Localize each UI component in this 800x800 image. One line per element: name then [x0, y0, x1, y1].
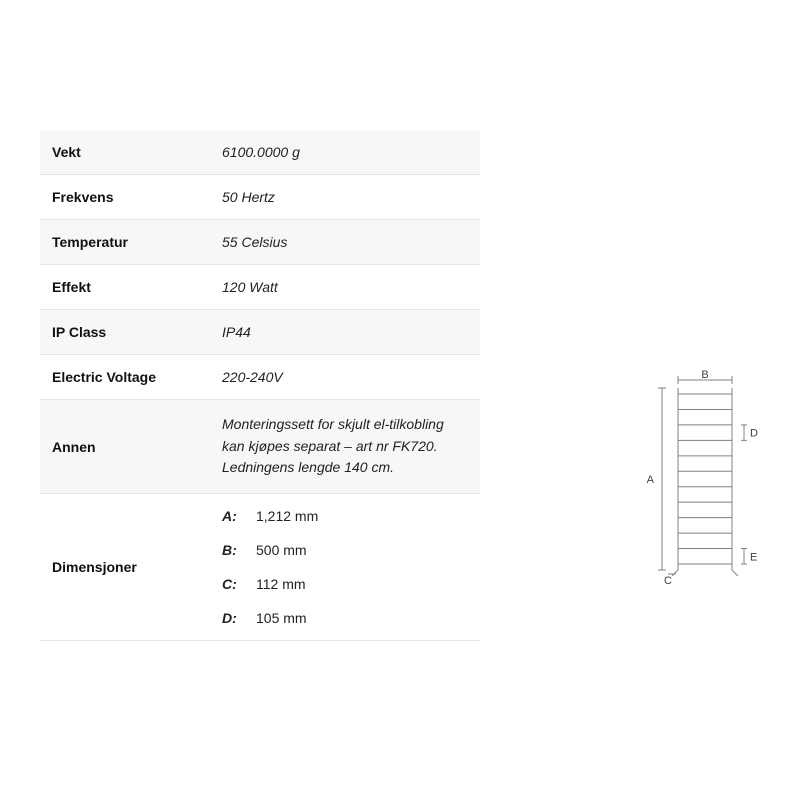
- dimension-diagram: B A D E C: [620, 370, 760, 590]
- spec-label: Annen: [40, 400, 210, 494]
- spec-value: 220-240V: [210, 355, 480, 400]
- spec-label: Vekt: [40, 130, 210, 175]
- spec-value: 50 Hertz: [210, 175, 480, 220]
- spec-row-ipclass: IP Class IP44: [40, 310, 480, 355]
- spec-value: Monteringssett for skjult el-tilkobling …: [210, 400, 480, 494]
- dim-key: C:: [222, 576, 250, 592]
- svg-text:B: B: [701, 370, 708, 381]
- spec-value: 55 Celsius: [210, 220, 480, 265]
- spec-value: 6100.0000 g: [210, 130, 480, 175]
- dim-val: 500 mm: [256, 542, 468, 558]
- dim-val: 105 mm: [256, 610, 468, 626]
- spec-row-effekt: Effekt 120 Watt: [40, 265, 480, 310]
- dim-key: B:: [222, 542, 250, 558]
- spec-value: A: 1,212 mm B: 500 mm C: 112 mm D: 105 m…: [210, 494, 480, 641]
- spec-row-annen: Annen Monteringssett for skjult el-tilko…: [40, 400, 480, 494]
- spec-label: Electric Voltage: [40, 355, 210, 400]
- spec-label: Effekt: [40, 265, 210, 310]
- spec-value: 120 Watt: [210, 265, 480, 310]
- svg-text:E: E: [750, 551, 757, 563]
- dim-val: 1,212 mm: [256, 508, 468, 524]
- spec-row-frekvens: Frekvens 50 Hertz: [40, 175, 480, 220]
- svg-text:A: A: [647, 474, 655, 486]
- annen-line2: Ledningens lengde 140 cm.: [222, 459, 394, 475]
- spec-label: Dimensjoner: [40, 494, 210, 641]
- svg-text:D: D: [750, 428, 758, 440]
- spec-row-voltage: Electric Voltage 220-240V: [40, 355, 480, 400]
- dim-key: A:: [222, 508, 250, 524]
- dim-val: 112 mm: [256, 576, 468, 592]
- spec-label: IP Class: [40, 310, 210, 355]
- spec-row-vekt: Vekt 6100.0000 g: [40, 130, 480, 175]
- spec-row-temperatur: Temperatur 55 Celsius: [40, 220, 480, 265]
- dim-key: D:: [222, 610, 250, 626]
- spec-label: Frekvens: [40, 175, 210, 220]
- spec-table: Vekt 6100.0000 g Frekvens 50 Hertz Tempe…: [40, 130, 480, 641]
- spec-label: Temperatur: [40, 220, 210, 265]
- spec-row-dimensjoner: Dimensjoner A: 1,212 mm B: 500 mm C: 112…: [40, 494, 480, 641]
- dimension-list: A: 1,212 mm B: 500 mm C: 112 mm D: 105 m…: [222, 508, 468, 626]
- spec-value: IP44: [210, 310, 480, 355]
- annen-line1: Monteringssett for skjult el-tilkobling …: [222, 416, 444, 454]
- svg-text:C: C: [664, 575, 672, 587]
